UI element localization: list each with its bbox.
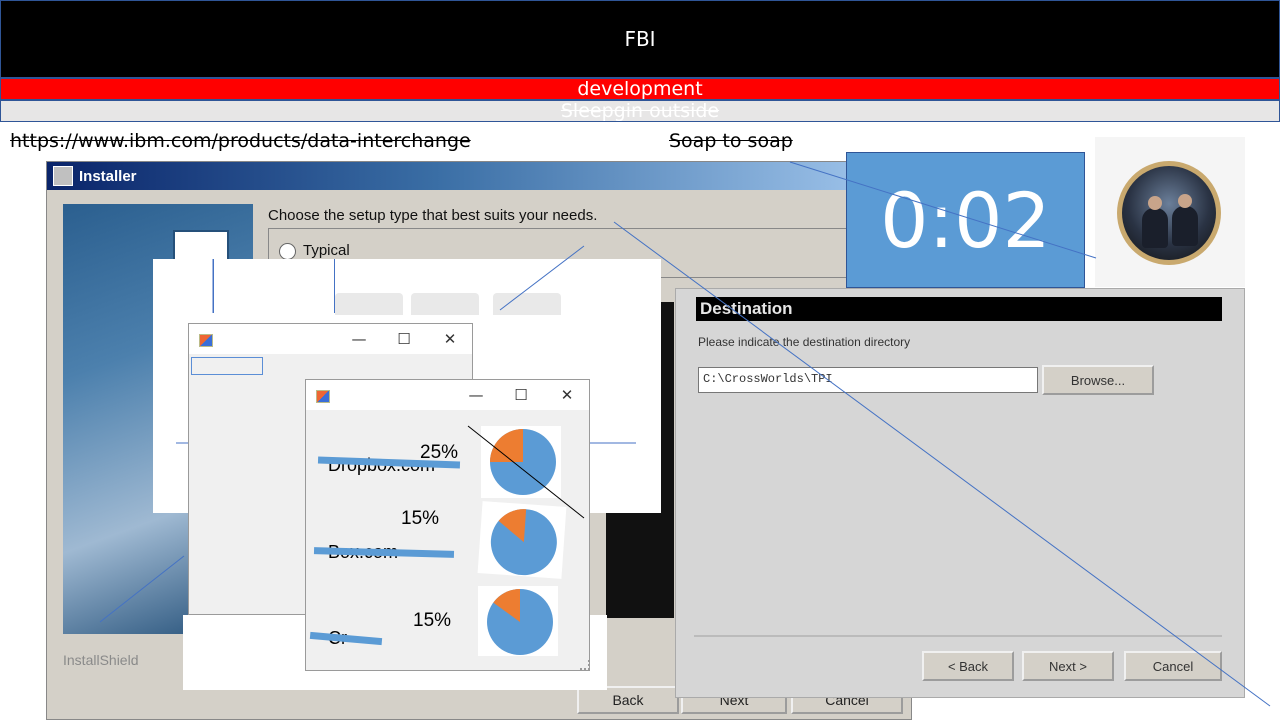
person-photo xyxy=(335,293,403,315)
usage-pie-chart xyxy=(478,586,558,656)
installer-title-text: Installer xyxy=(79,167,137,185)
destination-path-input[interactable]: C:\CrossWorlds\TPI xyxy=(698,367,1038,393)
minimize-icon[interactable]: — xyxy=(468,386,484,404)
usage-pie-svg xyxy=(487,589,553,655)
form-app-icon xyxy=(316,390,330,403)
destination-header: Destination xyxy=(696,297,1222,321)
usage-pie-chart xyxy=(481,426,561,498)
typical-radio[interactable] xyxy=(279,243,296,260)
person-photo xyxy=(493,293,561,315)
struck-url-link[interactable]: https://www.ibm.com/products/data-interc… xyxy=(10,130,471,152)
officer-face xyxy=(1148,196,1162,210)
usage-pie-chart xyxy=(477,501,567,579)
destination-back-button[interactable]: < Back xyxy=(922,651,1014,681)
maximize-icon[interactable]: ☐ xyxy=(397,330,411,348)
destination-cancel-button[interactable]: Cancel xyxy=(1124,651,1222,681)
struck-note: Soap to soap xyxy=(669,130,793,152)
maximize-icon[interactable]: ☐ xyxy=(514,386,528,404)
form-window-1-titlebar: — ☐ ✕ xyxy=(189,324,472,354)
minimize-icon[interactable]: — xyxy=(351,330,367,348)
officer-figure xyxy=(1142,208,1168,248)
police-badge-image xyxy=(1095,137,1245,287)
usage-pie-svg xyxy=(490,509,557,576)
collage-frame xyxy=(213,259,335,313)
person-photo xyxy=(411,293,479,315)
service-percent: 15% xyxy=(413,610,452,631)
banner-title: FBI xyxy=(624,27,656,51)
banner-subtitle-grey: Sleepgin outside xyxy=(560,100,720,122)
top-banner: FBI xyxy=(0,0,1280,78)
destination-panel: Destination Please indicate the destinat… xyxy=(675,288,1245,698)
officer-figure xyxy=(1172,206,1198,246)
grey-banner: Sleepgin outside xyxy=(0,100,1280,122)
badge-photo xyxy=(1122,166,1216,260)
installer-back-button[interactable]: Back xyxy=(577,686,679,714)
destination-next-button[interactable]: Next > xyxy=(1022,651,1114,681)
close-icon[interactable]: ✕ xyxy=(443,330,457,348)
form-window-2-titlebar: — ☐ ✕ xyxy=(306,380,589,410)
close-icon[interactable]: ✕ xyxy=(560,386,574,404)
pie-slice xyxy=(490,429,523,462)
red-banner: development xyxy=(0,78,1280,100)
setup-type-prompt: Choose the setup type that best suits yo… xyxy=(268,207,598,224)
banner-subtitle-red: development xyxy=(577,78,703,100)
browse-button[interactable]: Browse... xyxy=(1042,365,1154,395)
installer-app-icon xyxy=(53,166,73,186)
installshield-label: InstallShield xyxy=(63,652,139,668)
pie-slice xyxy=(493,589,520,622)
service-percent: 15% xyxy=(401,508,440,529)
countdown-timer: 0:02 xyxy=(846,152,1085,288)
resize-grip-icon[interactable] xyxy=(580,660,590,670)
officer-face xyxy=(1178,194,1192,208)
form-textbox[interactable] xyxy=(191,357,263,375)
form-app-icon xyxy=(199,334,213,347)
destination-separator xyxy=(694,635,1222,637)
installer-titlebar: Installer xyxy=(47,162,911,190)
typical-label: Typical xyxy=(303,242,350,259)
usage-pie-svg xyxy=(490,429,556,495)
service-percent: 25% xyxy=(420,442,459,463)
destination-label: Please indicate the destination director… xyxy=(698,335,911,349)
form-window-2: — ☐ ✕ Dropbox.com 25% Box.com 15% Cr 15% xyxy=(305,379,590,671)
badge-ring xyxy=(1117,161,1221,265)
